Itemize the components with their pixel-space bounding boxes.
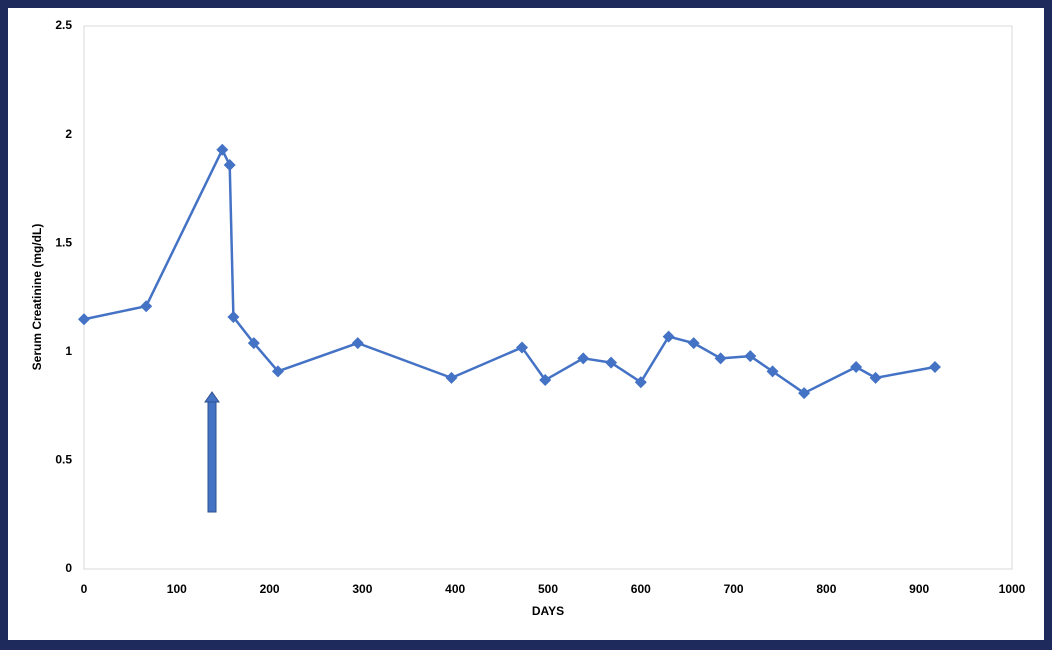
y-tick-label: 0.5 <box>55 453 72 467</box>
marker <box>247 337 260 350</box>
marker <box>271 365 284 378</box>
x-tick-label: 0 <box>81 582 88 596</box>
marker <box>605 356 618 369</box>
x-tick-label: 900 <box>909 582 929 596</box>
y-tick-label: 2 <box>65 127 72 141</box>
x-tick-label: 800 <box>816 582 836 596</box>
y-tick-label: 1 <box>65 344 72 358</box>
marker <box>140 300 153 313</box>
arrow <box>204 391 220 513</box>
marker <box>869 371 882 384</box>
y-axis-label: Serum Creatinine (mg/dL) <box>30 224 44 371</box>
marker <box>216 143 229 156</box>
arrow-shaft <box>207 401 217 513</box>
y-tick-label: 0 <box>65 561 72 575</box>
marker <box>766 365 779 378</box>
marker <box>78 313 90 326</box>
marker <box>687 337 700 350</box>
marker <box>798 387 811 400</box>
y-tick-label: 2.5 <box>55 18 72 32</box>
x-tick-label: 600 <box>631 582 651 596</box>
marker <box>634 376 647 389</box>
marker <box>351 337 364 350</box>
marker <box>539 374 552 387</box>
x-tick-label: 300 <box>352 582 372 596</box>
marker <box>223 159 236 172</box>
plot-area <box>83 25 1013 570</box>
marker <box>928 361 941 374</box>
marker <box>850 361 863 374</box>
x-axis-label: DAYS <box>532 604 564 618</box>
x-tick-label: 500 <box>538 582 558 596</box>
marker <box>516 341 529 354</box>
arrow-head <box>204 391 220 403</box>
background <box>8 8 1044 640</box>
x-tick-label: 100 <box>167 582 187 596</box>
marker <box>577 352 590 365</box>
y-tick-label: 1.5 <box>55 235 72 249</box>
marker <box>744 350 757 363</box>
x-tick-label: 400 <box>445 582 465 596</box>
x-tick-label: 200 <box>260 582 280 596</box>
x-tick-label: 1000 <box>999 582 1026 596</box>
marker <box>662 330 675 343</box>
x-tick-label: 700 <box>724 582 744 596</box>
marker <box>445 371 458 384</box>
marker <box>714 352 727 365</box>
marker <box>227 311 240 324</box>
